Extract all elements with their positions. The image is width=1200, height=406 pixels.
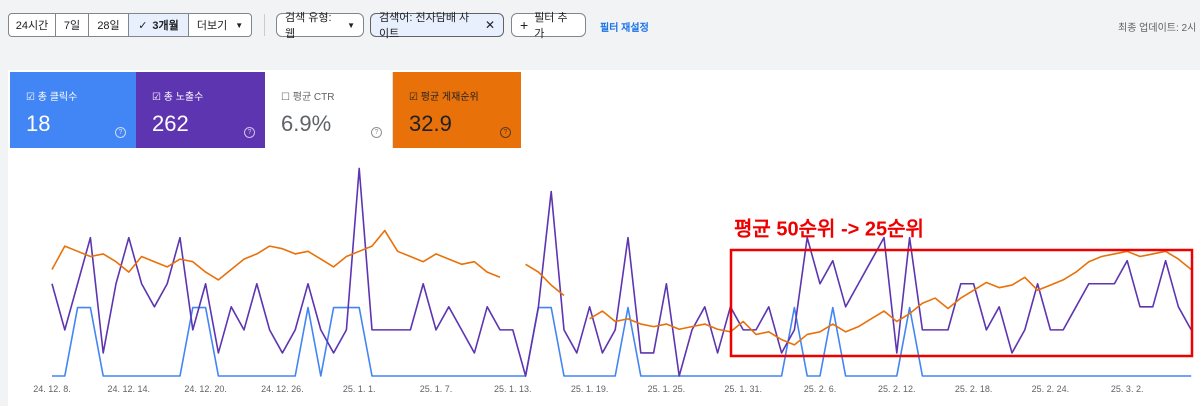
- card-label: ☑ 총 노출수: [152, 92, 204, 103]
- x-tick-label: 25. 1. 31.: [724, 384, 762, 394]
- card-label: ☐ 평균 CTR: [281, 92, 335, 103]
- range-chip[interactable]: 7일: [55, 13, 89, 37]
- add-filter-chip[interactable]: + 필터 추가: [511, 12, 586, 40]
- annotation: 평균 50순위 -> 25순위: [734, 217, 924, 240]
- caret: ▼: [347, 20, 355, 30]
- more-chip[interactable]: 더보기 ▼: [188, 13, 252, 37]
- card-label: ☑ 총 클릭수: [26, 92, 78, 103]
- remove[interactable]: ✕: [484, 18, 495, 32]
- card-value: 18: [26, 111, 51, 136]
- x-tick-label: 24. 12. 26.: [261, 384, 304, 394]
- search-type-chip[interactable]: 검색 유형: 웹 ▼: [276, 12, 364, 40]
- plus: +: [520, 17, 529, 33]
- series-line: [51, 167, 1192, 377]
- x-tick-label: 25. 2. 18.: [955, 384, 993, 394]
- card-label: ☑ 평균 게재순위: [409, 92, 479, 103]
- metric-card[interactable]: ☑ 총 클릭수 18?: [10, 72, 136, 148]
- card-label-text: 총 클릭수: [37, 92, 78, 103]
- highlight-box: [729, 248, 1194, 358]
- card-value: 6.9%: [281, 111, 332, 136]
- card-value: 32.9: [409, 111, 452, 136]
- divider: [264, 14, 265, 36]
- range-chip-selected[interactable]: ✓ 3개월: [128, 13, 189, 37]
- reset-filter[interactable]: 필터 재설정: [600, 23, 649, 34]
- x-tick-label: 25. 1. 7.: [420, 384, 453, 394]
- x-tick-label: 25. 1. 25.: [648, 384, 686, 394]
- add-filter: 필터 추가: [534, 12, 568, 40]
- help-icon[interactable]: ?: [500, 127, 511, 138]
- range-chip[interactable]: 28일: [88, 13, 129, 37]
- x-tick-label: 25. 1. 19.: [571, 384, 609, 394]
- last-update: 최종 업데이트: 2시: [1118, 23, 1197, 34]
- search-type: 검색 유형: 웹: [285, 12, 332, 40]
- card-label-text: 평균 CTR: [292, 92, 335, 103]
- query-chip[interactable]: 검색어: 전자담배 사이트 ✕: [370, 12, 504, 40]
- range-label: 3개월: [152, 20, 179, 32]
- x-tick-label: 25. 2. 24.: [1032, 384, 1070, 394]
- x-tick-label: 25. 2. 12.: [878, 384, 916, 394]
- range-chip[interactable]: 24시간: [8, 13, 56, 37]
- caret: ▼: [235, 20, 244, 30]
- card-label-text: 평균 게재순위: [420, 92, 479, 103]
- help-icon[interactable]: ?: [115, 127, 126, 138]
- series-line: [52, 306, 1192, 377]
- series-line: [51, 229, 1192, 346]
- help-icon[interactable]: ?: [244, 127, 255, 138]
- x-tick-label: 25. 3. 2.: [1111, 384, 1144, 394]
- metric-card[interactable]: ☐ 평균 CTR 6.9%?: [265, 72, 393, 148]
- metric-card[interactable]: ☑ 평균 게재순위 32.9?: [393, 72, 521, 148]
- metric-card[interactable]: ☑ 총 노출수 262?: [136, 72, 265, 148]
- x-tick-label: 25. 2. 6.: [804, 384, 837, 394]
- query-filter: 검색어: 전자담배 사이트: [379, 12, 470, 40]
- x-tick-label: 25. 1. 1.: [343, 384, 376, 394]
- x-tick-label: 24. 12. 14.: [108, 384, 151, 394]
- x-tick-label: 25. 1. 13.: [494, 384, 532, 394]
- more-label: 더보기: [196, 20, 228, 32]
- card-value: 262: [152, 111, 189, 136]
- x-tick-label: 24. 12. 8.: [33, 384, 71, 394]
- card-label-text: 총 노출수: [163, 92, 204, 103]
- check: ✓: [138, 19, 148, 32]
- help-icon[interactable]: ?: [371, 127, 382, 138]
- x-tick-label: 24. 12. 20.: [184, 384, 227, 394]
